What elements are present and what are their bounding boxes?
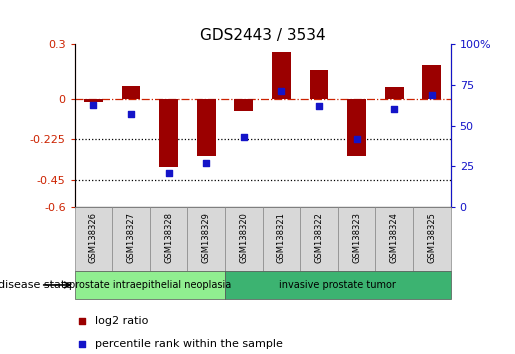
Bar <box>263 207 300 271</box>
Bar <box>338 207 375 271</box>
Point <box>202 160 210 166</box>
Point <box>239 134 248 140</box>
Text: disease state: disease state <box>0 280 72 290</box>
Bar <box>84 98 103 102</box>
Bar <box>225 207 263 271</box>
Text: GSM138327: GSM138327 <box>127 212 135 263</box>
Text: GSM138326: GSM138326 <box>89 212 98 263</box>
Point <box>164 170 173 176</box>
Bar <box>385 87 404 98</box>
Bar <box>159 98 178 167</box>
Bar <box>375 207 413 271</box>
Bar <box>413 207 451 271</box>
Text: GSM138324: GSM138324 <box>390 212 399 263</box>
Bar <box>225 271 451 299</box>
Title: GDS2443 / 3534: GDS2443 / 3534 <box>200 28 325 43</box>
Point <box>352 136 360 142</box>
Point <box>277 88 285 94</box>
Bar <box>75 271 225 299</box>
Bar <box>422 65 441 98</box>
Text: log2 ratio: log2 ratio <box>95 316 149 326</box>
Bar <box>197 98 216 156</box>
Text: GSM138328: GSM138328 <box>164 212 173 263</box>
Bar <box>234 98 253 111</box>
Bar <box>347 98 366 156</box>
Point <box>90 102 98 107</box>
Text: GSM138322: GSM138322 <box>315 212 323 263</box>
Point <box>127 112 135 117</box>
Point <box>78 341 87 347</box>
Bar <box>310 70 329 98</box>
Point <box>427 92 436 98</box>
Text: prostate intraepithelial neoplasia: prostate intraepithelial neoplasia <box>68 280 231 290</box>
Point <box>78 318 87 324</box>
Text: GSM138329: GSM138329 <box>202 212 211 263</box>
Point <box>390 107 398 112</box>
Bar <box>112 207 150 271</box>
Text: GSM138320: GSM138320 <box>239 212 248 263</box>
Bar <box>122 86 141 98</box>
Text: GSM138325: GSM138325 <box>427 212 436 263</box>
Bar <box>187 207 225 271</box>
Text: GSM138321: GSM138321 <box>277 212 286 263</box>
Bar <box>272 52 291 98</box>
Point <box>315 103 323 109</box>
Bar <box>150 207 187 271</box>
Text: invasive prostate tumor: invasive prostate tumor <box>280 280 396 290</box>
Text: percentile rank within the sample: percentile rank within the sample <box>95 339 283 349</box>
Bar <box>300 207 338 271</box>
Bar <box>75 207 112 271</box>
Text: GSM138323: GSM138323 <box>352 212 361 263</box>
